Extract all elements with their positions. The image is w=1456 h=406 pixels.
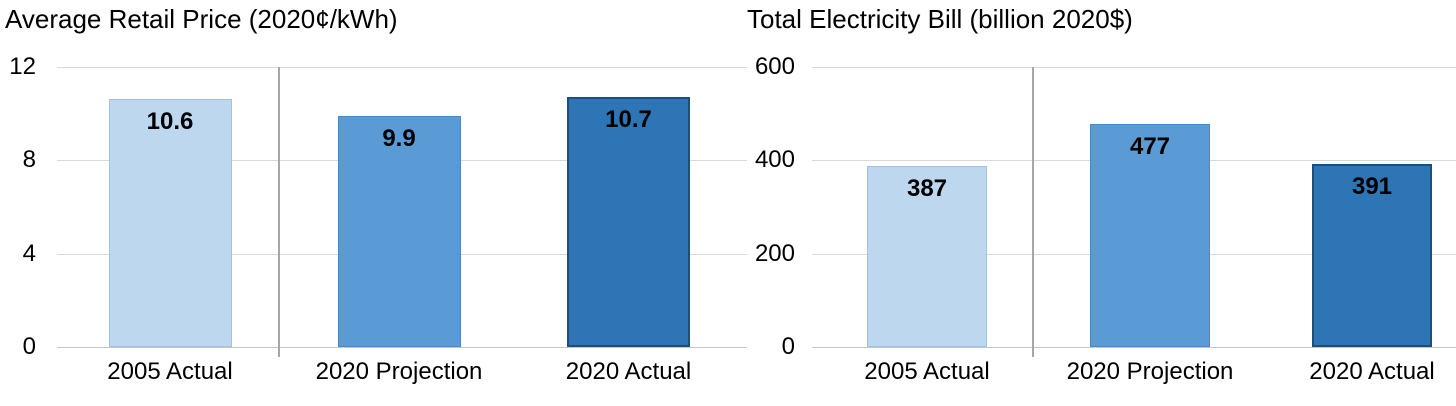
category-separator-line (278, 66, 280, 357)
bar-2005-actual (867, 166, 987, 347)
y-tick-label: 200 (754, 239, 795, 267)
bar-value-label: 10.7 (605, 105, 652, 133)
x-axis-line (812, 347, 1456, 348)
x-axis-label: 2005 Actual (864, 358, 990, 385)
x-axis-label: 2020 Actual (1309, 358, 1435, 385)
y-tick-label: 400 (754, 146, 795, 173)
y-tick-label: 12 (9, 52, 36, 80)
chart-title: Total Electricity Bill (billion 2020$) (747, 4, 1133, 34)
bar-value-label: 10.6 (146, 108, 194, 136)
bar-2020-actual (1312, 164, 1432, 347)
bar-2005-actual (108, 99, 232, 347)
bar-value-label: 477 (1129, 133, 1171, 160)
bar-2020-projection (337, 115, 461, 347)
x-axis-label: 2020 Actual (565, 358, 692, 385)
x-axis-label: 2020 Projection (1066, 358, 1234, 385)
x-axis-label: 2020 Projection (315, 358, 483, 385)
gridline (57, 66, 747, 68)
category-separator-line (1032, 66, 1034, 357)
bar-value-label: 391 (1351, 173, 1393, 201)
bar-2020-projection (1090, 124, 1210, 347)
chart-title: Average Retail Price (2020¢/kWh) (5, 4, 398, 34)
bar-2020-actual (567, 96, 690, 347)
gridline (812, 66, 1456, 68)
y-tick-label: 600 (754, 52, 795, 80)
y-tick-label: 4 (22, 239, 36, 267)
y-tick-label: 0 (781, 333, 795, 360)
y-tick-label: 0 (22, 333, 36, 360)
bar-value-label: 9.9 (382, 124, 416, 152)
y-tick-label: 8 (22, 146, 36, 173)
bar-value-label: 387 (906, 175, 948, 203)
x-axis-label: 2005 Actual (107, 358, 233, 385)
x-axis-line (57, 347, 747, 348)
